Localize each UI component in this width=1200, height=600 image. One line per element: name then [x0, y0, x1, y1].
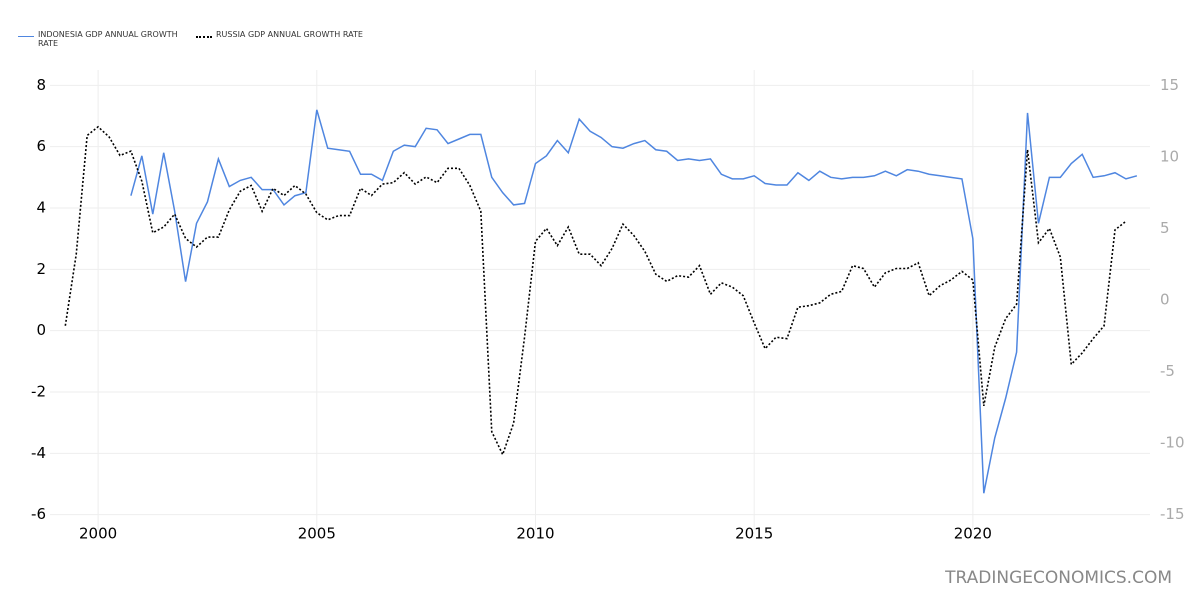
legend-swatch — [196, 36, 212, 38]
x-tick-label: 2015 — [735, 525, 773, 543]
legend-item: RUSSIA GDP ANNUAL GROWTH RATE — [196, 30, 364, 48]
y2-tick-label: -10 — [1160, 434, 1185, 452]
y-tick-label: -2 — [31, 383, 46, 401]
x-tick-label: 2000 — [79, 525, 117, 543]
y-tick-label: 2 — [36, 260, 46, 278]
y2-tick-label: 10 — [1160, 147, 1179, 165]
series-line — [64, 125, 1127, 457]
legend: INDONESIA GDP ANNUAL GROWTH RATE RUSSIA G… — [18, 30, 364, 48]
legend-label: RUSSIA GDP ANNUAL GROWTH RATE — [216, 30, 363, 39]
y-tick-label: -6 — [31, 505, 46, 523]
y2-tick-label: 0 — [1160, 291, 1170, 309]
y2-tick-label: 5 — [1160, 219, 1170, 237]
series-line — [130, 109, 1138, 494]
y-tick-label: 4 — [36, 199, 46, 217]
x-tick-label: 2005 — [298, 525, 336, 543]
legend-label: INDONESIA GDP ANNUAL GROWTH RATE — [38, 30, 178, 48]
legend-item: INDONESIA GDP ANNUAL GROWTH RATE — [18, 30, 186, 48]
x-tick-label: 2010 — [516, 525, 554, 543]
y2-tick-label: -5 — [1160, 362, 1175, 380]
y2-tick-label: -15 — [1160, 505, 1185, 523]
y-tick-label: 6 — [36, 137, 46, 155]
x-tick-label: 2020 — [954, 525, 992, 543]
watermark: TRADINGECONOMICS.COM — [944, 568, 1172, 588]
y-tick-label: 8 — [36, 76, 46, 94]
legend-swatch — [18, 36, 34, 37]
y-tick-label: -4 — [31, 444, 46, 462]
y2-tick-label: 15 — [1160, 76, 1179, 94]
y-tick-label: 0 — [36, 321, 46, 339]
